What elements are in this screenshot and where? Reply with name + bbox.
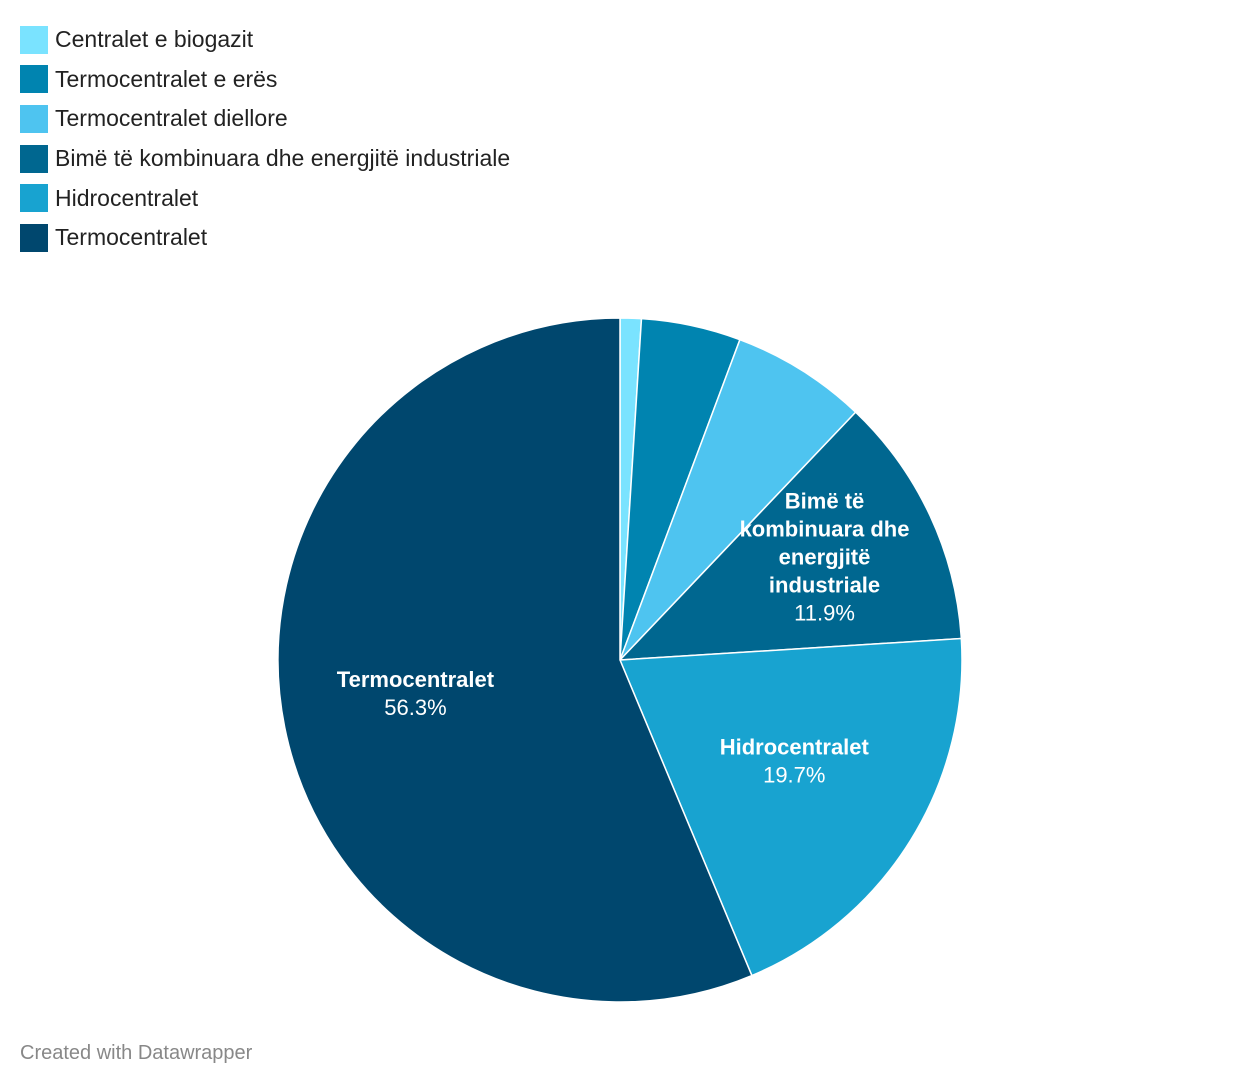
legend-label-combined: Bimë të kombinuara dhe energjitë industr… xyxy=(55,145,511,172)
legend-item-wind: Termocentralet e erës xyxy=(20,60,510,100)
legend-swatch-wind xyxy=(20,65,48,94)
pie-slice-termocentralet-diellore xyxy=(619,338,857,661)
footer-credit: Created with Datawrapper xyxy=(20,1042,253,1064)
legend-item-solar: Termocentralet diellore xyxy=(20,99,510,139)
legend-label-thermal: Termocentralet xyxy=(55,224,208,251)
legend-label-hydro: Hidrocentralet xyxy=(55,184,199,211)
pie-slice-bime-te-kombinuara-dhe-energjite-industriale xyxy=(618,411,963,661)
pie-label-line: Termocentralet xyxy=(337,667,495,692)
legend-swatch-combined xyxy=(20,144,48,173)
pie-slice-termocentralet xyxy=(277,317,753,1003)
pie-label-termocentralet: Termocentralet 56.3% xyxy=(337,667,495,720)
legend-item-thermal: Termocentralet xyxy=(20,218,510,258)
legend-item-biogas: Centralet e biogazit xyxy=(20,20,510,60)
pie-label-line: Hidrocentralet xyxy=(720,734,870,759)
pie-slices xyxy=(277,317,963,1003)
legend-swatch-solar xyxy=(20,104,48,133)
legend-label-wind: Termocentralet e erës xyxy=(55,65,278,92)
pie-label-line: kombinuara dhe xyxy=(740,517,910,542)
legend: Centralet e biogazit Termocentralet e er… xyxy=(20,20,510,258)
legend-label-solar: Termocentralet diellore xyxy=(55,105,288,132)
pie-label-line: industriale xyxy=(769,573,880,598)
legend-label-biogas: Centralet e biogazit xyxy=(55,26,254,53)
legend-item-hydro: Hidrocentralet xyxy=(20,178,510,218)
legend-swatch-biogas xyxy=(20,25,48,54)
legend-swatch-thermal xyxy=(20,223,48,252)
pie-label-bime-te-kombinuara-dhe-energjite-industriale: Bimë të kombinuara dhe energjitë industrial… xyxy=(740,489,910,626)
legend-item-combined: Bimë të kombinuara dhe energjitë industr… xyxy=(20,139,510,179)
pie-value-label: 11.9% xyxy=(794,601,855,626)
pie-labels: Bimë të kombinuara dhe energjitë industrial… xyxy=(337,489,910,788)
legend-swatch-hydro xyxy=(20,184,48,213)
pie-value-label: 56.3% xyxy=(384,695,446,720)
pie-value-label: 19.7% xyxy=(763,762,825,787)
pie-label-line: energjitë xyxy=(779,545,871,570)
pie-label-hidrocentralet: Hidrocentralet 19.7% xyxy=(720,734,870,787)
pie-label-line: Bimë të xyxy=(785,489,864,514)
pie-slice-hidrocentralet xyxy=(618,637,963,977)
